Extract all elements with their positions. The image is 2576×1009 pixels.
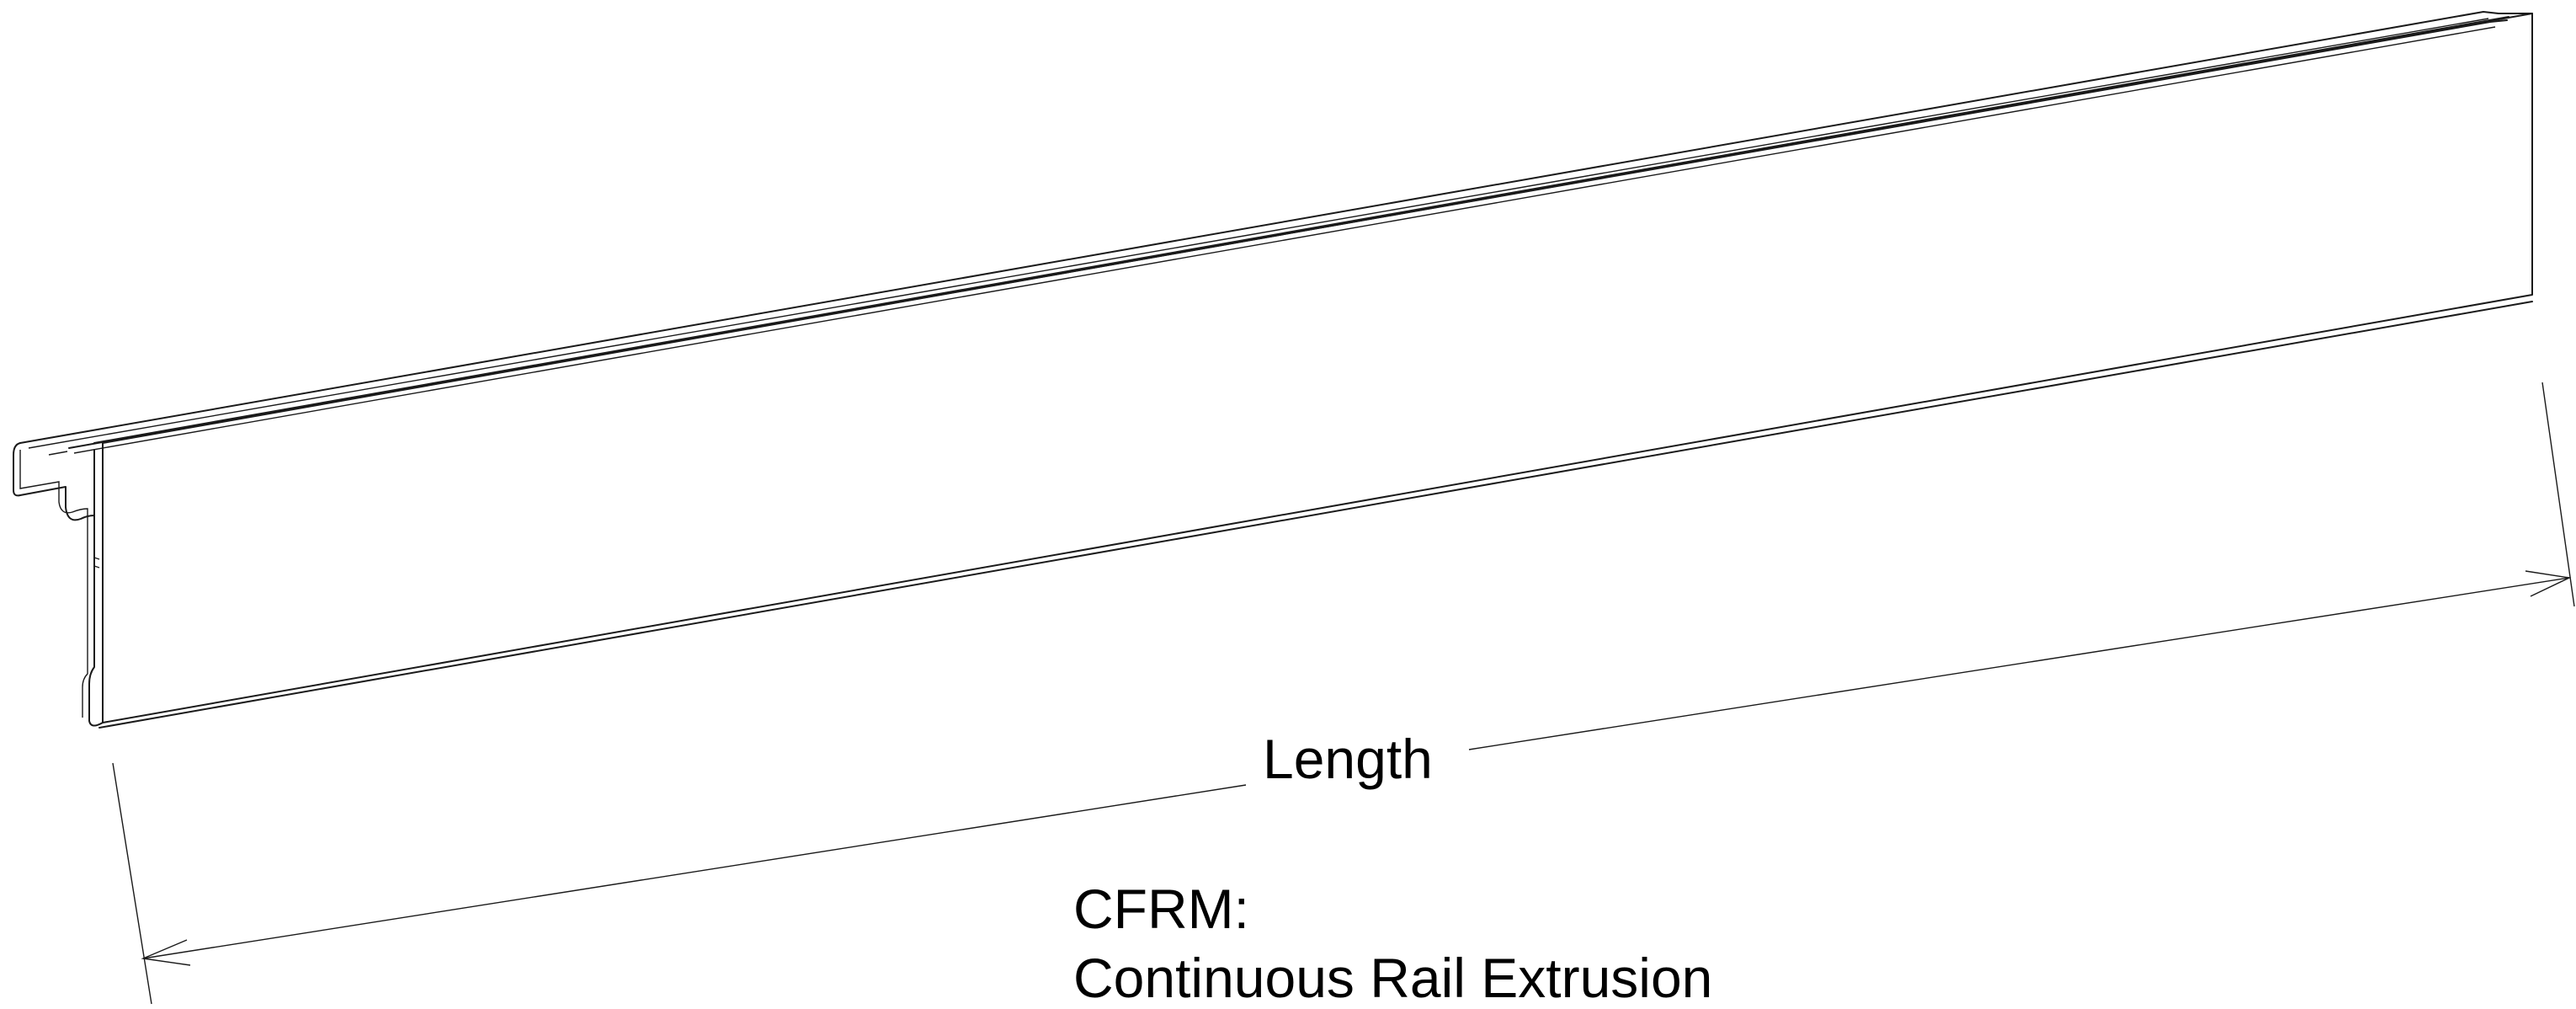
- rail-channel-line-1: [68, 19, 2508, 449]
- length-label: Length: [1263, 728, 1433, 790]
- rail-extrusion: [13, 11, 2533, 729]
- rail-channel-line-4: [48, 451, 68, 456]
- arrowhead-right: [2525, 570, 2572, 597]
- rail-top-lip: [19, 11, 2533, 444]
- rail-end-profile-inner: [19, 450, 88, 718]
- part-code: CFRM:: [1073, 878, 1249, 940]
- rail-end-profile-notch: [93, 557, 100, 569]
- rail-channel-line-3: [93, 16, 2509, 444]
- rail-bottom-edge: [98, 301, 2533, 729]
- dimension-line-left: [142, 784, 1247, 959]
- length-dimension: [112, 382, 2575, 1005]
- rail-channel-line-2: [73, 26, 2496, 454]
- extension-line-left: [112, 762, 152, 1005]
- dimension-line-right: [1468, 577, 2570, 750]
- extension-line-right: [2541, 382, 2575, 607]
- arrowhead-left: [141, 939, 191, 966]
- rail-top-lip-inner: [28, 18, 2489, 449]
- rail-end-profile: [13, 442, 104, 727]
- part-name: Continuous Rail Extrusion: [1073, 947, 1713, 1009]
- rail-front-face: [102, 13, 2533, 723]
